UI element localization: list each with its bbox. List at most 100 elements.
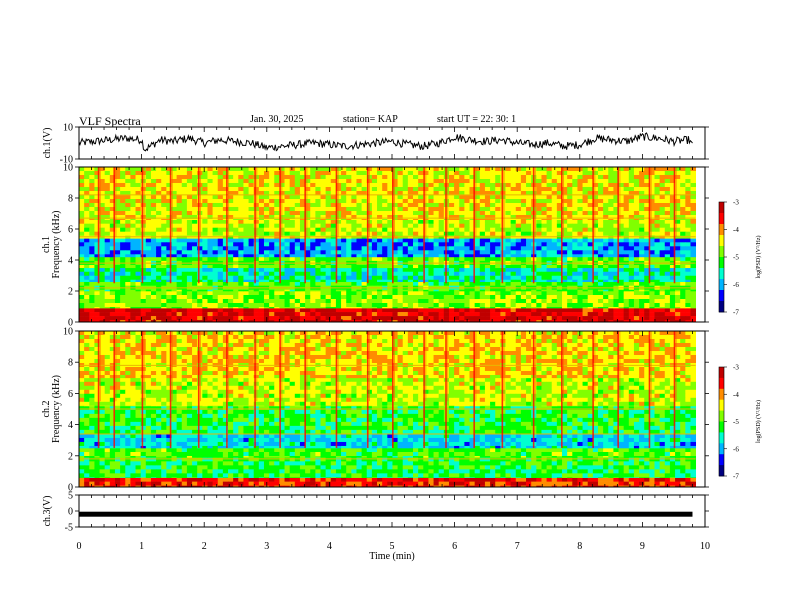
psd-cell: [680, 250, 686, 255]
psd-cell: [675, 179, 681, 184]
psd-cell: [433, 191, 440, 196]
psd-cell: [99, 219, 106, 224]
psd-cell: [135, 254, 142, 258]
psd-cell: [628, 279, 635, 282]
psd-cell: [567, 238, 573, 243]
psd-cell: [269, 227, 275, 232]
psd-cell: [407, 171, 414, 176]
psd-cell: [618, 299, 625, 304]
psd-cell: [597, 275, 604, 281]
psd-cell: [484, 195, 491, 200]
psd-cell: [613, 264, 619, 269]
psd-cell: [109, 267, 116, 273]
psd-cell: [536, 195, 542, 200]
psd-cell: [649, 275, 655, 281]
psd-cell: [587, 281, 594, 286]
psd-cell: [325, 203, 332, 208]
psd-cell: [99, 264, 106, 269]
psd-cell: [675, 271, 681, 277]
psd-cell: [623, 199, 630, 204]
psd-cell: [659, 279, 666, 282]
psd-cell: [166, 227, 172, 232]
psd-cell: [644, 223, 650, 228]
psd-cell: [109, 279, 116, 282]
psd-cell: [603, 250, 609, 255]
psd-cell: [186, 254, 193, 258]
psd-cell: [474, 207, 481, 212]
psd-cell: [515, 303, 522, 308]
psd-cell: [202, 227, 208, 232]
psd-cell: [592, 307, 599, 309]
psd-cell: [644, 267, 650, 273]
psd-cell: [310, 289, 316, 292]
psd-cell: [130, 179, 136, 184]
psd-cell: [556, 167, 563, 172]
psd-cell: [161, 320, 167, 323]
psd-cell: [551, 175, 558, 180]
psd-cell: [546, 242, 553, 247]
psd-cell: [479, 207, 486, 212]
psd-cell: [577, 187, 583, 192]
psd-cell: [346, 175, 352, 180]
psd-cell: [675, 264, 681, 269]
psd-cell: [325, 183, 332, 188]
psd-cell: [192, 195, 198, 200]
psd-cell: [79, 211, 85, 216]
psd-cell: [299, 238, 306, 243]
psd-cell: [366, 320, 373, 323]
psd-cell: [99, 308, 106, 313]
psd-cell: [341, 250, 347, 255]
psd-cell: [567, 195, 573, 200]
psd-cell: [669, 223, 676, 228]
psd-cell: [212, 267, 219, 273]
psd-cell: [387, 303, 393, 308]
psd-cell: [248, 289, 255, 292]
psd-cell: [94, 175, 100, 180]
psd-cell: [109, 171, 116, 176]
psd-cell: [623, 303, 630, 308]
psd-cell: [156, 207, 162, 212]
psd-cell: [289, 191, 296, 196]
psd-cell: [166, 203, 172, 208]
psd-cell: [269, 275, 275, 281]
psd-cell: [202, 207, 208, 212]
psd-cell: [490, 275, 496, 281]
psd-cell: [541, 179, 547, 184]
psd-cell: [603, 299, 609, 304]
psd-cell: [217, 279, 224, 282]
psd-cell: [284, 275, 291, 281]
psd-cell: [495, 320, 501, 323]
psd-cell: [526, 238, 532, 243]
psd-cell: [572, 175, 578, 180]
psd-cell: [685, 303, 691, 308]
psd-cell: [397, 256, 404, 262]
psd-cell: [392, 291, 398, 296]
psd-cell: [253, 289, 260, 292]
psd-cell: [258, 264, 265, 269]
psd-cell: [228, 223, 234, 228]
psd-cell: [428, 171, 434, 176]
psd-cell: [89, 307, 95, 309]
psd-cell: [428, 271, 434, 277]
psd-cell: [114, 191, 121, 196]
psd-cell: [382, 291, 388, 296]
psd-cell: [526, 281, 532, 286]
psd-cell: [495, 279, 501, 282]
psd-cell: [474, 183, 481, 188]
psd-cell: [371, 167, 378, 172]
psd-cell: [592, 179, 599, 184]
psd-cell: [669, 256, 676, 262]
psd-cell: [680, 231, 686, 236]
psd-cell: [567, 211, 573, 216]
psd-cell: [325, 316, 332, 321]
psd-cell: [438, 183, 445, 188]
psd-cell: [84, 195, 90, 200]
psd-cell: [233, 242, 239, 247]
psd-cell: [392, 187, 398, 192]
psd-cell: [186, 271, 193, 277]
psd-cell: [520, 320, 527, 323]
psd-cell: [294, 320, 301, 323]
psd-cell: [305, 203, 311, 208]
psd-cell: [166, 167, 172, 172]
psd-cell: [649, 295, 655, 300]
